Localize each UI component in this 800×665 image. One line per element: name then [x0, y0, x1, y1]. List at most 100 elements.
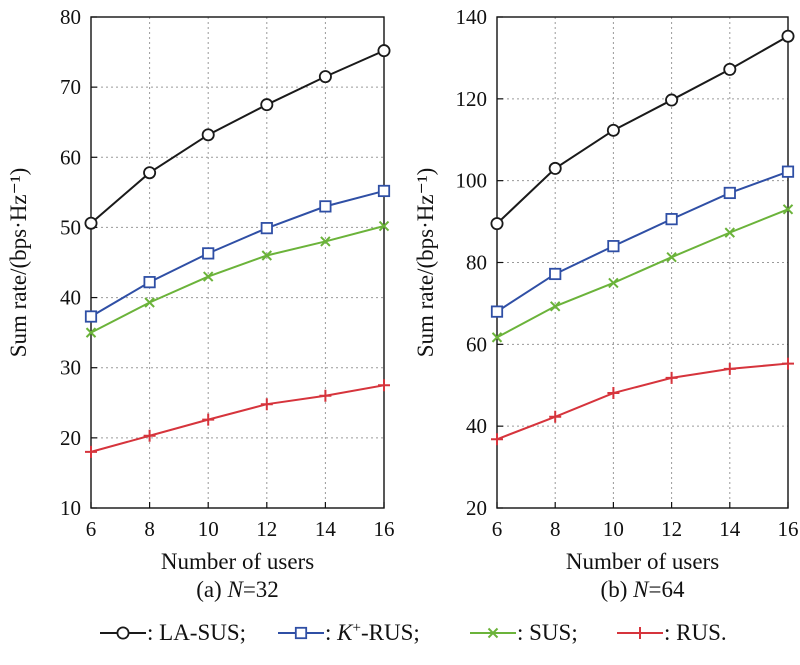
data-point-rus [143, 429, 156, 442]
data-point-rus [782, 357, 794, 370]
data-point-k-rus [260, 222, 273, 235]
y-tick-label: 40 [466, 414, 487, 438]
x-tick-label: 14 [315, 517, 337, 541]
data-point-la-sus [377, 44, 391, 58]
data-point-la-sus [260, 98, 274, 112]
data-point-k-rus [377, 184, 391, 198]
data-point-sus [378, 220, 390, 232]
x-axis-label: Number of users [161, 549, 314, 574]
data-point-la-sus [665, 93, 679, 107]
data-point-k-rus [781, 165, 795, 178]
series-sus [491, 204, 794, 343]
y-tick-label: 60 [466, 332, 487, 356]
legend-label: : SUS; [517, 620, 578, 645]
x-tick-label: 10 [603, 517, 624, 541]
legend-label: : RUS. [664, 620, 727, 645]
data-point-rus [202, 413, 215, 426]
series-rus [491, 357, 794, 446]
data-point-rus [549, 410, 562, 423]
data-point-sus [608, 277, 619, 289]
y-tick-label: 100 [456, 169, 488, 193]
y-tick-label: 50 [60, 215, 81, 239]
series-line-la-sus [90, 49, 385, 224]
legend-item: : SUS; [470, 620, 578, 645]
legend-marker-circle [116, 626, 130, 640]
y-tick-label: 80 [60, 5, 81, 29]
data-point-la-sus [606, 123, 620, 137]
chart-panels: 6 8 10 12 14 16 10 20 30 40 50 60 70 80 Number of user… [6, 5, 799, 602]
series-line-sus [496, 208, 789, 339]
data-point-sus [202, 271, 214, 282]
data-point-k-rus [490, 305, 504, 318]
legend-label: : LA-SUS; [147, 620, 246, 645]
x-tick-label: 6 [86, 517, 97, 541]
legend-item: : RUS. [617, 620, 727, 645]
x-axis-label: Number of users [566, 549, 719, 574]
series-sus [85, 220, 390, 338]
data-point-la-sus [84, 216, 98, 230]
data-point-la-sus [548, 161, 562, 175]
x-tick-label: 6 [492, 517, 503, 541]
y-tick-label: 60 [60, 145, 81, 169]
y-tick-label: 10 [60, 496, 81, 520]
data-point-k-rus [143, 276, 156, 289]
series-line-rus [90, 384, 385, 453]
chart-panel-b: 6 8 10 12 14 16 20 40 60 80 100 120 140 Number of use… [413, 5, 799, 602]
legend-label: : K+-RUS; [325, 620, 420, 645]
x-tick-label: 14 [719, 517, 741, 541]
data-point-rus [665, 371, 678, 384]
series-la-sus [84, 44, 391, 230]
data-point-sus [144, 297, 155, 308]
x-tick-label: 10 [198, 517, 219, 541]
series-line-sus [90, 225, 385, 334]
y-tick-label: 20 [466, 496, 487, 520]
data-point-sus [491, 332, 503, 343]
x-tick-label: 8 [550, 517, 561, 541]
legend-marker-square [294, 626, 308, 640]
series-rus [85, 379, 390, 458]
data-point-la-sus [781, 29, 795, 43]
x-tick-label: 12 [256, 517, 277, 541]
y-tick-label: 140 [456, 5, 488, 29]
data-point-k-rus [665, 213, 678, 226]
data-point-la-sus [318, 70, 332, 84]
y-tick-label: 40 [60, 286, 81, 310]
data-point-la-sus [143, 166, 157, 180]
series-line-k-rus [496, 170, 789, 313]
legend-item: : K+-RUS; [278, 620, 420, 645]
data-point-rus [723, 362, 736, 375]
y-tick-label: 80 [466, 251, 487, 275]
y-tick-label: 120 [456, 87, 488, 111]
data-point-k-rus [723, 186, 736, 200]
series-line-rus [496, 362, 789, 441]
legend: : LA-SUS; : K+-RUS; : SUS; : RUS. [100, 620, 727, 645]
data-point-k-rus [549, 267, 562, 281]
legend-item: : LA-SUS; [100, 620, 246, 645]
y-tick-label: 30 [60, 356, 81, 380]
x-tick-label: 12 [661, 517, 682, 541]
data-point-sus [666, 251, 677, 263]
data-point-sus [261, 250, 273, 261]
series-la-sus [490, 29, 795, 231]
series-k-rus [84, 184, 391, 323]
y-axis-label: Sum rate/(bps·Hz⁻¹) [413, 168, 438, 358]
data-point-la-sus [201, 128, 215, 142]
data-point-sus [85, 327, 97, 338]
y-axis-label: Sum rate/(bps·Hz⁻¹) [6, 168, 31, 358]
series-k-rus [490, 165, 795, 318]
y-tick-label: 70 [60, 75, 81, 99]
legend-marker-plus [634, 627, 646, 639]
data-point-sus [549, 301, 561, 312]
data-point-sus [782, 204, 794, 215]
chart-panel-a: 6 8 10 12 14 16 10 20 30 40 50 60 70 80 Number of user… [6, 5, 395, 602]
x-tick-label: 8 [144, 517, 155, 541]
data-point-rus [607, 387, 620, 400]
data-point-rus [85, 445, 97, 458]
data-point-rus [319, 389, 332, 402]
series-line-la-sus [496, 35, 789, 225]
plot-frame [90, 16, 385, 509]
data-point-rus [378, 379, 390, 392]
legend-marker-x [487, 627, 499, 639]
data-point-sus [724, 227, 736, 238]
data-point-sus [320, 236, 331, 247]
